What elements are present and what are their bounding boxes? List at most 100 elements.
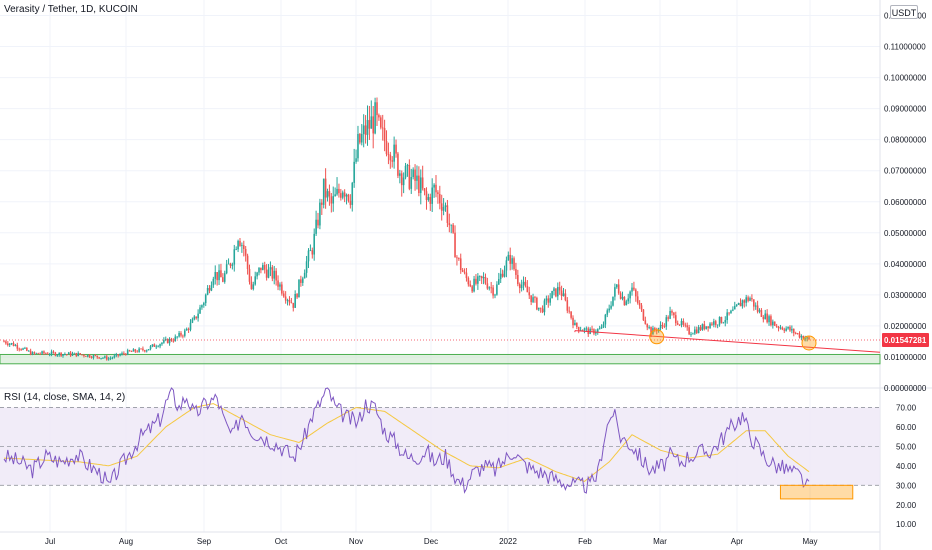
candle-body — [31, 352, 34, 355]
candle-body — [284, 296, 287, 301]
candle-body — [252, 284, 255, 290]
price-tick-label: 0.01000000 — [884, 353, 927, 362]
time-tick-label: Apr — [731, 537, 744, 546]
candle-body — [789, 326, 791, 331]
candle-body — [684, 324, 687, 326]
symbol-title[interactable]: Verasity / Tether, 1D, KUCOIN — [4, 4, 138, 15]
candle-body — [397, 153, 399, 176]
candle-body — [741, 300, 744, 307]
candle-body — [596, 329, 599, 333]
candle-body — [751, 298, 753, 300]
rsi-line — [3, 387, 810, 494]
candle-body — [286, 299, 289, 301]
candle-body — [520, 284, 523, 289]
candle-body — [642, 309, 645, 321]
candle-body — [572, 317, 574, 326]
candle-body — [380, 117, 382, 128]
candle-body — [570, 311, 572, 318]
price-axis[interactable]: 0.120000000.110000000.100000000.09000000… — [882, 12, 929, 393]
candle-body — [96, 355, 99, 358]
candle-body — [697, 327, 700, 333]
candle-body — [663, 326, 666, 327]
candle-body — [728, 312, 730, 314]
candle-body — [242, 245, 245, 249]
candle-body — [71, 353, 74, 356]
candle-body — [378, 115, 380, 118]
candle-body — [499, 273, 502, 280]
candle-body — [804, 338, 806, 340]
candle-body — [446, 205, 449, 224]
candle-body — [553, 288, 555, 291]
rsi-tick-label: 60.00 — [896, 423, 917, 432]
price-tick-label: 0.04000000 — [884, 260, 927, 269]
candle-body — [265, 269, 268, 278]
candle-body — [577, 326, 580, 331]
candle-body — [646, 324, 649, 328]
candle-body — [536, 297, 538, 310]
candle-body — [262, 265, 264, 271]
candle-body — [300, 279, 302, 283]
candle-body — [654, 328, 656, 331]
candle-body — [682, 320, 685, 325]
candle-body — [768, 316, 770, 323]
candle-body — [722, 322, 725, 324]
candle-body — [142, 348, 144, 351]
time-axis[interactable]: Jul Aug Sep Oct Nov Dec 2022 Feb Mar Apr May — [45, 537, 818, 546]
candle-body — [412, 169, 414, 178]
candle-body — [374, 102, 376, 134]
candle-body — [606, 310, 609, 315]
candle-body — [423, 188, 426, 192]
candle-body — [353, 161, 355, 183]
candle-body — [203, 303, 205, 306]
candle-body — [332, 196, 335, 204]
candle-body — [185, 328, 188, 331]
candle-body — [555, 288, 557, 297]
candle-body — [391, 160, 394, 162]
candle-body — [406, 164, 409, 166]
time-tick-label: Oct — [275, 537, 288, 546]
candle-body — [212, 278, 215, 286]
candle-body — [543, 300, 546, 313]
rsi-axis[interactable]: 70.00 60.00 50.00 40.00 30.00 20.00 10.00 — [896, 403, 917, 529]
candle-body — [292, 302, 295, 308]
candle-body — [444, 205, 447, 207]
candle-body — [208, 288, 211, 291]
candle-body — [732, 309, 734, 311]
trendline — [574, 330, 881, 353]
candle-body — [58, 352, 60, 355]
candle-body — [174, 336, 177, 341]
candle-body — [229, 263, 232, 266]
candle-body — [442, 206, 445, 211]
candle-body — [695, 329, 698, 333]
candle-body — [513, 258, 515, 270]
candle-body — [41, 351, 43, 354]
rsi-highlight-box — [779, 484, 854, 500]
price-tick-label: 0.05000000 — [884, 229, 927, 238]
candle-body — [414, 169, 416, 181]
candle-body — [336, 188, 338, 195]
candle-body — [574, 322, 576, 326]
candle-body — [762, 316, 765, 320]
candle-body — [303, 272, 306, 279]
candle-body — [75, 352, 78, 357]
candle-body — [707, 326, 709, 329]
rsi-indicator-title[interactable]: RSI (14, close, SMA, 14, 2) — [4, 392, 126, 403]
candle-body — [220, 270, 222, 278]
candle-body — [760, 310, 763, 317]
candle-body — [680, 320, 683, 326]
candle-body — [787, 326, 789, 329]
candle-body — [429, 197, 432, 204]
currency-button[interactable]: USDT — [890, 5, 918, 19]
price-tick-label: 0.00000000 — [884, 384, 927, 393]
candle-body — [530, 295, 532, 303]
candle-body — [195, 316, 198, 319]
candle-body — [387, 154, 390, 155]
candle-body — [604, 314, 607, 325]
candle-body — [296, 294, 298, 298]
candle-body — [67, 352, 70, 355]
candle-body — [20, 349, 22, 350]
candle-body — [330, 196, 333, 204]
candle-body — [130, 351, 133, 353]
